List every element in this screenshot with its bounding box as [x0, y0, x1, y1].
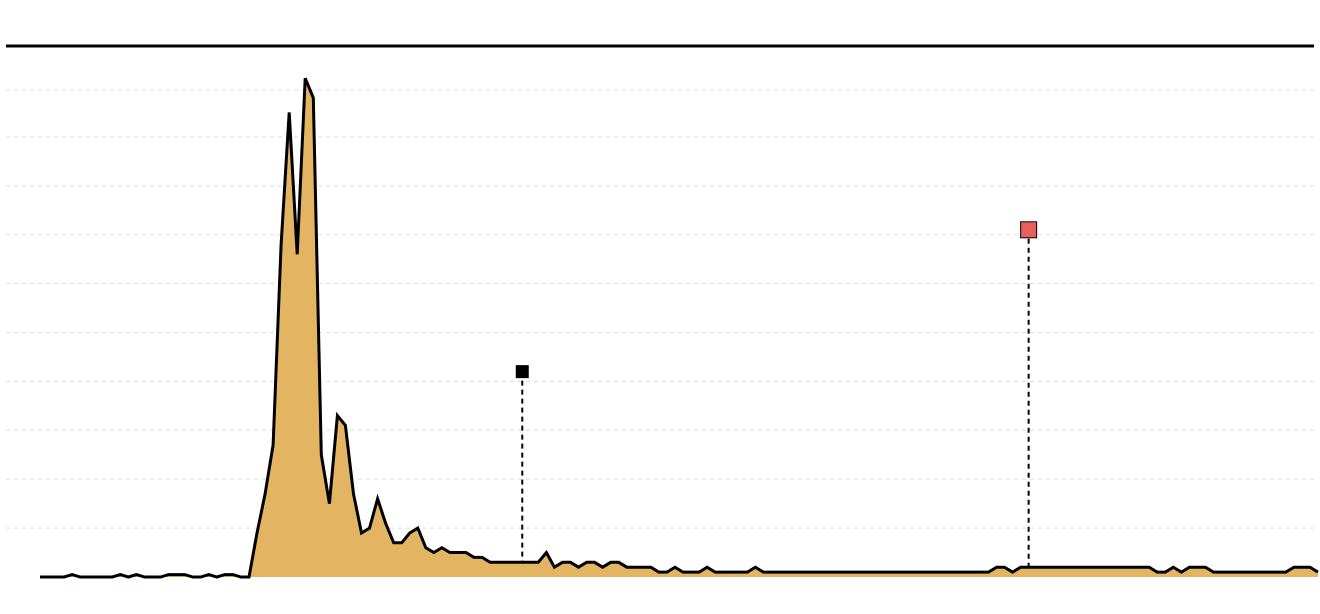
marker-square-1	[515, 365, 529, 379]
gridlines	[6, 89, 1314, 529]
area-line	[40, 77, 1319, 579]
marker-square-2	[1020, 221, 1038, 239]
area-series	[40, 77, 1319, 579]
markers	[515, 221, 1038, 568]
area-fill	[40, 78, 1318, 577]
